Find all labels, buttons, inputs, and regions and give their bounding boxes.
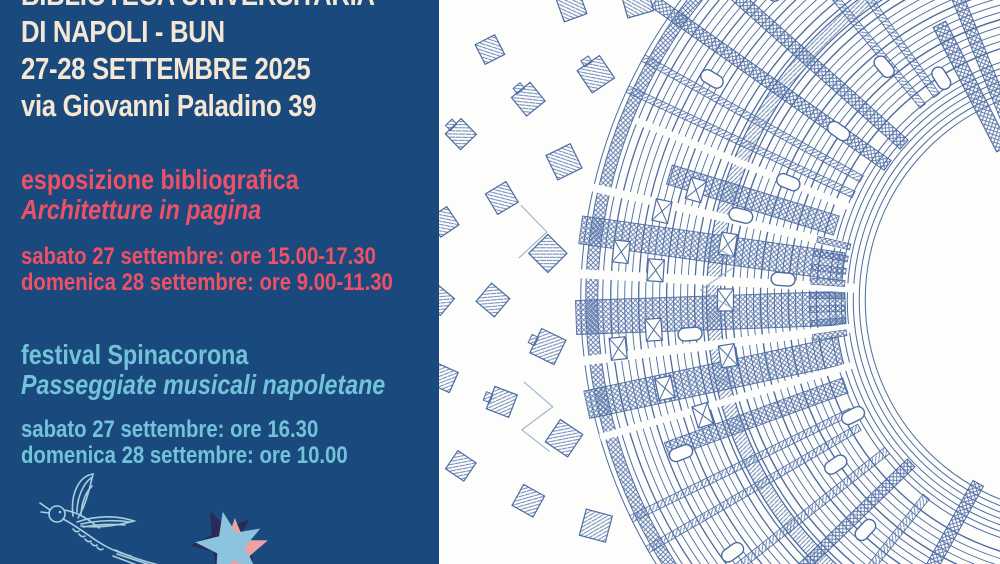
exhibition-header: esposizione bibliografica Architetture i… <box>21 165 299 225</box>
festival-schedule-sat: sabato 27 settembre: ore 16.30 <box>21 416 319 443</box>
star-logo-icon <box>190 510 268 564</box>
exhibition-schedule: sabato 27 settembre: ore 15.00-17.30 dom… <box>21 244 393 295</box>
info-panel: BIBLIOTECA UNIVERSITARIA DI NAPOLI - BUN… <box>0 0 442 564</box>
exhibition-label: esposizione bibliografica <box>21 164 299 195</box>
theater-plan-engraving-icon <box>439 0 1000 564</box>
venue-line-2: DI NAPOLI - BUN <box>21 14 225 49</box>
exhibition-schedule-sat: sabato 27 settembre: ore 15.00-17.30 <box>21 243 376 270</box>
festival-header: festival Spinacorona Passeggiate musical… <box>21 340 385 400</box>
venue-line-1: BIBLIOTECA UNIVERSITARIA <box>21 0 375 13</box>
event-dates: 27-28 SETTEMBRE 2025 <box>21 51 311 86</box>
library-title: BIBLIOTECA UNIVERSITARIA DI NAPOLI - BUN… <box>21 0 375 124</box>
exhibition-title: Architetture in pagina <box>21 194 262 225</box>
venue-address: via Giovanni Paladino 39 <box>21 88 317 123</box>
festival-label: festival Spinacorona <box>21 339 249 370</box>
exhibition-schedule-sun: domenica 28 settembre: ore 9.00-11.30 <box>21 268 393 296</box>
bird-icon <box>39 473 159 564</box>
engraving-area <box>439 0 1000 564</box>
festival-title: Passeggiate musicali napoletane <box>21 369 386 400</box>
festival-schedule: sabato 27 settembre: ore 16.30 domenica … <box>21 417 348 469</box>
festival-schedule-sun: domenica 28 settembre: ore 10.00 <box>21 442 348 469</box>
